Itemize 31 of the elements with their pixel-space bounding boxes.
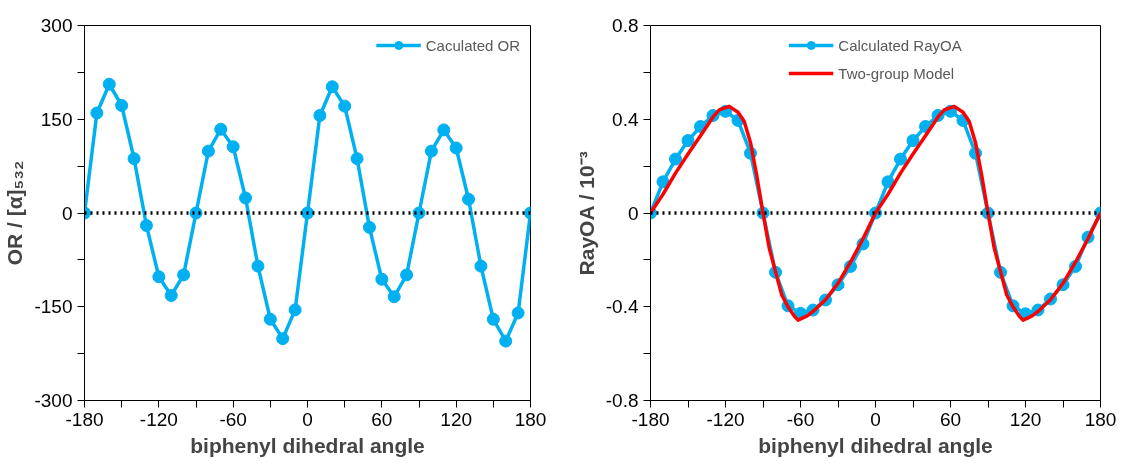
y-tick-label: 0.8 [612, 15, 639, 36]
x-tick-label: 60 [939, 408, 962, 430]
y-tick-label: -150 [34, 296, 73, 318]
y-tick-label: -0.8 [605, 390, 639, 411]
legend-label: Two-group Model [838, 64, 955, 82]
x-tick-label: -60 [219, 408, 247, 430]
legend-label: Calculated RayOA [838, 36, 962, 54]
x-tick-label: 180 [514, 408, 547, 430]
y-axis-title: RayOA / 10⁻³ [574, 151, 598, 276]
y-tick-label: -300 [34, 390, 73, 411]
y-tick-label: 0 [61, 202, 73, 224]
x-axis-title: biphenyl dihedral angle [758, 433, 993, 457]
x-tick-label: -180 [65, 408, 104, 430]
y-tick-label: 0 [627, 202, 639, 224]
x-axis-title: biphenyl dihedral angle [190, 433, 425, 457]
legend-label: Caculated OR [425, 36, 520, 54]
x-tick-label: 180 [1084, 408, 1117, 430]
x-tick-label: 60 [371, 408, 393, 430]
x-tick-label: 120 [1009, 408, 1042, 430]
x-tick-label: 0 [870, 408, 881, 430]
x-tick-label: -180 [631, 408, 670, 430]
x-tick-label: 120 [440, 408, 473, 430]
y-tick-label: 300 [40, 15, 73, 36]
y-tick-label: 150 [40, 108, 73, 130]
x-tick-label: -120 [139, 408, 178, 430]
x-tick-label: -60 [786, 408, 815, 430]
x-tick-label: 0 [302, 408, 313, 430]
y-tick-label: 0.4 [612, 108, 639, 130]
x-tick-label: -120 [706, 408, 745, 430]
y-tick-label: -0.4 [605, 296, 639, 318]
y-axis-title: OR / [α]₅₃₂ [3, 160, 27, 266]
